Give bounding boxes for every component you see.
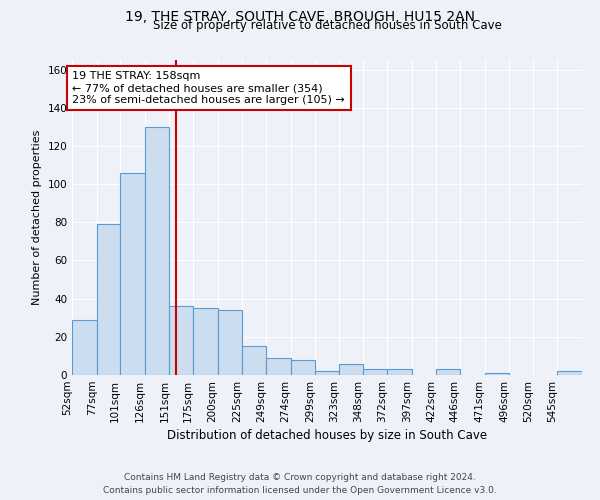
Text: Contains HM Land Registry data © Crown copyright and database right 2024.
Contai: Contains HM Land Registry data © Crown c… [103,474,497,495]
Bar [485,373,509,375]
Bar [266,358,290,375]
Bar [557,371,582,375]
Bar [218,310,242,375]
Bar [290,360,315,375]
Bar [145,127,169,375]
Bar [242,346,266,375]
Title: Size of property relative to detached houses in South Cave: Size of property relative to detached ho… [152,20,502,32]
Bar [169,306,193,375]
Bar [72,320,97,375]
Bar [315,371,339,375]
Bar [436,370,460,375]
Bar [364,370,387,375]
Bar [120,172,145,375]
Bar [193,308,218,375]
Y-axis label: Number of detached properties: Number of detached properties [32,130,42,305]
Bar [97,224,120,375]
X-axis label: Distribution of detached houses by size in South Cave: Distribution of detached houses by size … [167,429,487,442]
Bar [339,364,364,375]
Bar [387,370,412,375]
Text: 19, THE STRAY, SOUTH CAVE, BROUGH, HU15 2AN: 19, THE STRAY, SOUTH CAVE, BROUGH, HU15 … [125,10,475,24]
Text: 19 THE STRAY: 158sqm
← 77% of detached houses are smaller (354)
23% of semi-deta: 19 THE STRAY: 158sqm ← 77% of detached h… [73,72,345,104]
